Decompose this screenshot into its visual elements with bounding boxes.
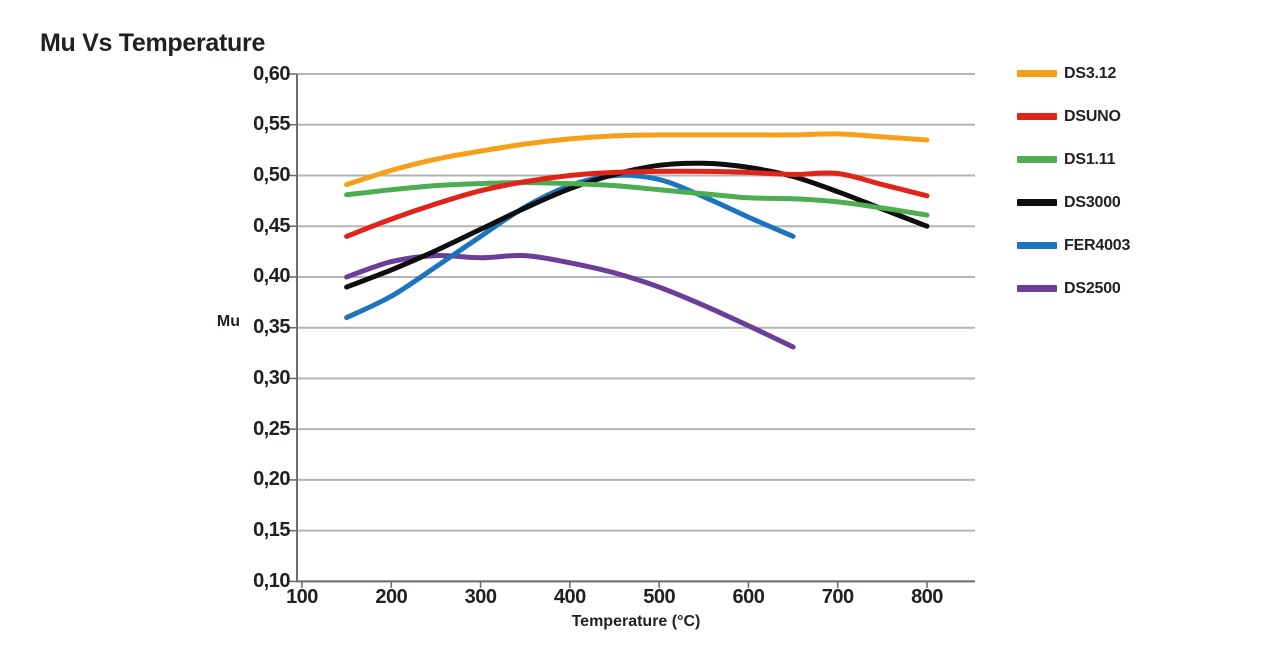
legend-swatch: [1017, 113, 1057, 120]
y-tick-label: 0,20: [253, 468, 290, 491]
x-tick-label: 100: [286, 586, 318, 608]
x-tick-label: 800: [911, 586, 943, 608]
legend-item: DSUNO: [1017, 95, 1130, 138]
series-line-DS3000: [344, 160, 930, 290]
legend-label: DS1.11: [1064, 150, 1116, 168]
legend-label: DSUNO: [1064, 107, 1121, 125]
legend-item: FER4003: [1017, 224, 1130, 267]
legend-swatch: [1017, 242, 1057, 249]
y-axis-title: Mu: [216, 313, 240, 330]
y-tick-label: 0,30: [253, 366, 290, 389]
legend-swatch: [1017, 285, 1057, 292]
y-tick-label: 0,15: [253, 519, 290, 542]
series-line-DS1.11: [344, 180, 930, 218]
y-tick-label: 0,40: [253, 265, 290, 288]
y-tick-label: 0,50: [253, 163, 290, 186]
y-tick-label: 0,25: [253, 417, 290, 440]
x-tick-label: 300: [464, 586, 497, 608]
x-tick-label: 700: [821, 586, 854, 608]
x-tick-label: 200: [375, 586, 408, 608]
x-tick-label: 600: [732, 586, 765, 608]
legend-label: DS2500: [1064, 279, 1121, 297]
legend-item: DS3.12: [1017, 52, 1130, 95]
legend-item: DS2500: [1017, 267, 1130, 310]
y-tick-label: 0,35: [253, 316, 290, 339]
legend-item: DS3000: [1017, 181, 1130, 224]
legend-swatch: [1017, 156, 1057, 163]
x-tick-label: 500: [643, 586, 676, 608]
chart-title: Mu Vs Temperature: [40, 28, 266, 57]
y-tick-label: 0,55: [253, 113, 290, 136]
legend-swatch: [1017, 70, 1057, 77]
legend: DS3.12 DSUNO DS1.11 DS3000 FER4003 DS2500: [1017, 52, 1130, 310]
series-line-DS2500: [344, 252, 796, 350]
x-axis-title: Temperature (°C): [571, 613, 701, 630]
x-tick-label: 400: [553, 586, 586, 608]
legend-label: DS3.12: [1064, 64, 1117, 82]
y-tick-label: 0,45: [253, 214, 290, 237]
legend-item: DS1.11: [1017, 138, 1130, 181]
y-tick-label: 0,10: [253, 569, 290, 592]
series-line-DSUNO: [344, 168, 930, 239]
series-line-DS3.12: [344, 131, 930, 188]
legend-label: DS3000: [1064, 193, 1121, 211]
legend-label: FER4003: [1064, 236, 1131, 254]
legend-swatch: [1017, 199, 1057, 206]
y-tick-label: 0,60: [253, 62, 290, 85]
